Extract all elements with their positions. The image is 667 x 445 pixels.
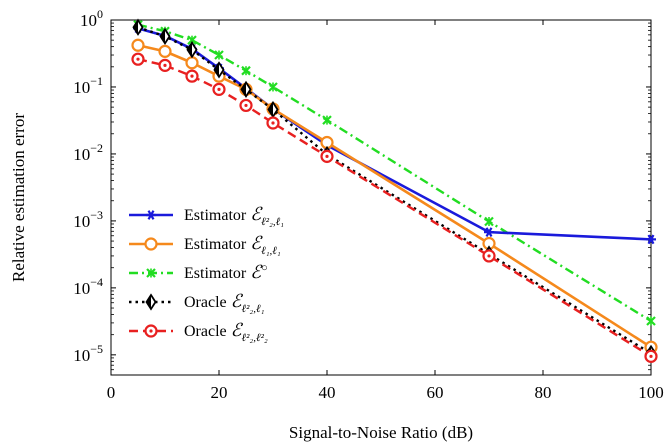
series-layer [131, 18, 658, 363]
data-point [484, 216, 494, 227]
data-point [186, 41, 198, 59]
legend-marker [144, 324, 158, 338]
legend-label: Estimator ℰℓ₁,ℓ₁ [184, 233, 281, 257]
data-point [132, 18, 144, 36]
legend-marker [144, 237, 158, 251]
data-point [212, 82, 226, 96]
y-axis-label: Relative estimation error [9, 113, 28, 282]
legend-entry: Estimator ℰ○ [129, 262, 268, 282]
data-point [213, 61, 225, 79]
data-point [644, 349, 658, 363]
data-point [646, 234, 656, 245]
legend-label: Oracle ℰℓ²₂,ℓ²₂ [184, 320, 268, 344]
y-tick-label: 10−2 [73, 141, 103, 164]
x-tick-label: 40 [319, 383, 336, 402]
series-5 [131, 52, 658, 363]
y-tick-label: 10−5 [73, 342, 103, 365]
plot-frame [110, 19, 652, 376]
y-tick-label: 10−1 [73, 74, 103, 97]
data-point [241, 65, 251, 76]
plot-area [110, 19, 652, 376]
data-point [158, 58, 172, 72]
legend: Estimator ℰℓ²₂,ℓ₁ Estimator ℰℓ₁,ℓ₁ Estimat… [129, 204, 284, 344]
data-point [320, 149, 334, 163]
data-point [482, 249, 496, 263]
x-tick-label: 80 [535, 383, 552, 402]
data-point [214, 50, 224, 60]
data-point [268, 82, 278, 92]
data-point [131, 38, 145, 52]
data-point [185, 56, 199, 70]
legend-label: Estimator ℰ○ [184, 262, 268, 282]
x-axis-label: Signal-to-Noise Ratio (dB) [289, 423, 473, 442]
legend-marker [146, 210, 156, 220]
y-axis: 10−5 10−4 10−3 10−2 10−1 100 [73, 7, 651, 371]
data-point [131, 52, 145, 66]
legend-marker [146, 268, 156, 278]
data-point [484, 227, 494, 238]
legend-marker [145, 293, 157, 311]
legend-label: Estimator ℰℓ²₂,ℓ₁ [184, 204, 284, 228]
legend-label: Oracle ℰℓ²₂,ℓ₁ [184, 291, 265, 315]
data-point [322, 115, 332, 125]
y-tick-label: 10−4 [73, 275, 103, 298]
data-point [266, 116, 280, 130]
x-tick-label: 20 [211, 383, 228, 402]
y-tick-label: 10−3 [73, 208, 103, 231]
x-tick-label: 60 [427, 383, 444, 402]
y-tick-label: 100 [80, 7, 103, 30]
data-point [239, 98, 253, 113]
x-axis: 0 20 40 60 80 100 [107, 20, 664, 402]
legend-entry: Estimator ℰℓ₁,ℓ₁ [129, 233, 281, 257]
x-tick-label: 100 [638, 383, 664, 402]
legend-entry: Oracle ℰℓ²₂,ℓ²₂ [129, 320, 268, 344]
legend-entry: Oracle ℰℓ²₂,ℓ₁ [129, 291, 265, 315]
x-tick-label: 0 [107, 383, 116, 402]
data-point [240, 80, 252, 99]
legend-entry: Estimator ℰℓ²₂,ℓ₁ [129, 204, 284, 228]
data-point [185, 69, 199, 83]
data-point [159, 27, 171, 46]
data-point [646, 316, 656, 326]
data-point [158, 44, 172, 58]
